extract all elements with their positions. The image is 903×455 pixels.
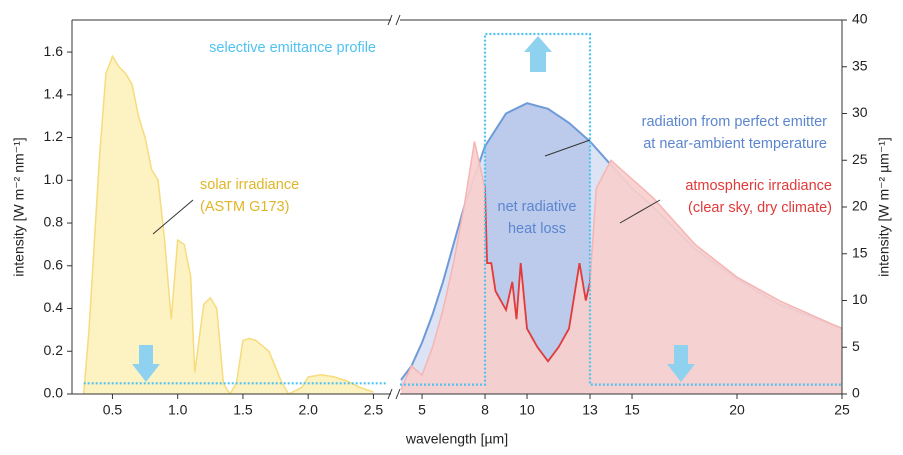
annotation: radiation from perfect emitter <box>642 114 828 130</box>
x-tick-label: 1.0 <box>168 402 188 418</box>
y2-tick-label: 35 <box>852 57 868 73</box>
x-tick-label: 20 <box>729 402 745 418</box>
y2-tick-label: 20 <box>852 198 868 214</box>
area-fill <box>83 56 374 394</box>
x-tick-label: 5 <box>418 402 426 418</box>
x-tick-label: 1.5 <box>233 402 253 418</box>
annotation: at near-ambient temperature <box>643 136 827 152</box>
x-tick-label: 2.0 <box>298 402 318 418</box>
annotation: (clear sky, dry climate) <box>688 200 832 216</box>
y-tick-label: 1.6 <box>44 43 64 59</box>
x-tick-label: 10 <box>519 402 535 418</box>
panel <box>400 32 842 394</box>
y2-tick-label: 40 <box>852 11 868 27</box>
y2-tick-label: 25 <box>852 151 868 167</box>
y2-tick-label: 5 <box>852 338 860 354</box>
y-tick-label: 0.2 <box>44 342 64 358</box>
y-tick-label: 1.0 <box>44 171 64 187</box>
y2-tick-label: 10 <box>852 291 868 307</box>
y-tick-label: 0.4 <box>44 299 64 315</box>
x-tick-label: 13 <box>582 402 598 418</box>
y2-axis-title: intensity [W m⁻² µm⁻¹] <box>876 137 892 277</box>
x-tick-label: 0.5 <box>103 402 123 418</box>
y-tick-label: 0.8 <box>44 214 64 230</box>
y2-tick-label: 0 <box>852 385 860 401</box>
panel <box>82 54 387 394</box>
area-line <box>82 54 374 394</box>
x-tick-label: 2.5 <box>364 402 384 418</box>
atmosphere-fill <box>401 141 842 394</box>
plot-area <box>82 32 842 394</box>
x-tick-label: 15 <box>624 402 640 418</box>
annotation: (ASTM G173) <box>200 199 289 215</box>
y2-tick-label: 15 <box>852 244 868 260</box>
y-tick-label: 1.4 <box>44 86 64 102</box>
y-tick-label: 0.0 <box>44 385 64 401</box>
x-axis-title: wavelength [µm] <box>405 431 508 447</box>
arrows <box>132 36 695 382</box>
labels: wavelength [µm] intensity [W m⁻² nm⁻¹] i… <box>11 40 892 447</box>
leader-lines <box>152 139 661 235</box>
y2-tick-label: 30 <box>852 104 868 120</box>
x-tick-label: 8 <box>481 402 489 418</box>
y-tick-label: 0.6 <box>44 256 64 272</box>
annotation: heat loss <box>508 221 566 237</box>
emittance-profile <box>400 32 842 386</box>
y-axis-title: intensity [W m⁻² nm⁻¹] <box>11 137 27 276</box>
x-tick-label: 25 <box>834 402 850 418</box>
annotation: solar irradiance <box>200 177 299 193</box>
annotation: atmospheric irradiance <box>685 178 832 194</box>
annotation: selective emittance profile <box>209 40 376 56</box>
annotation: net radiative <box>498 199 577 215</box>
atmosphere-window-line <box>485 184 591 363</box>
y-tick-label: 1.2 <box>44 128 64 144</box>
